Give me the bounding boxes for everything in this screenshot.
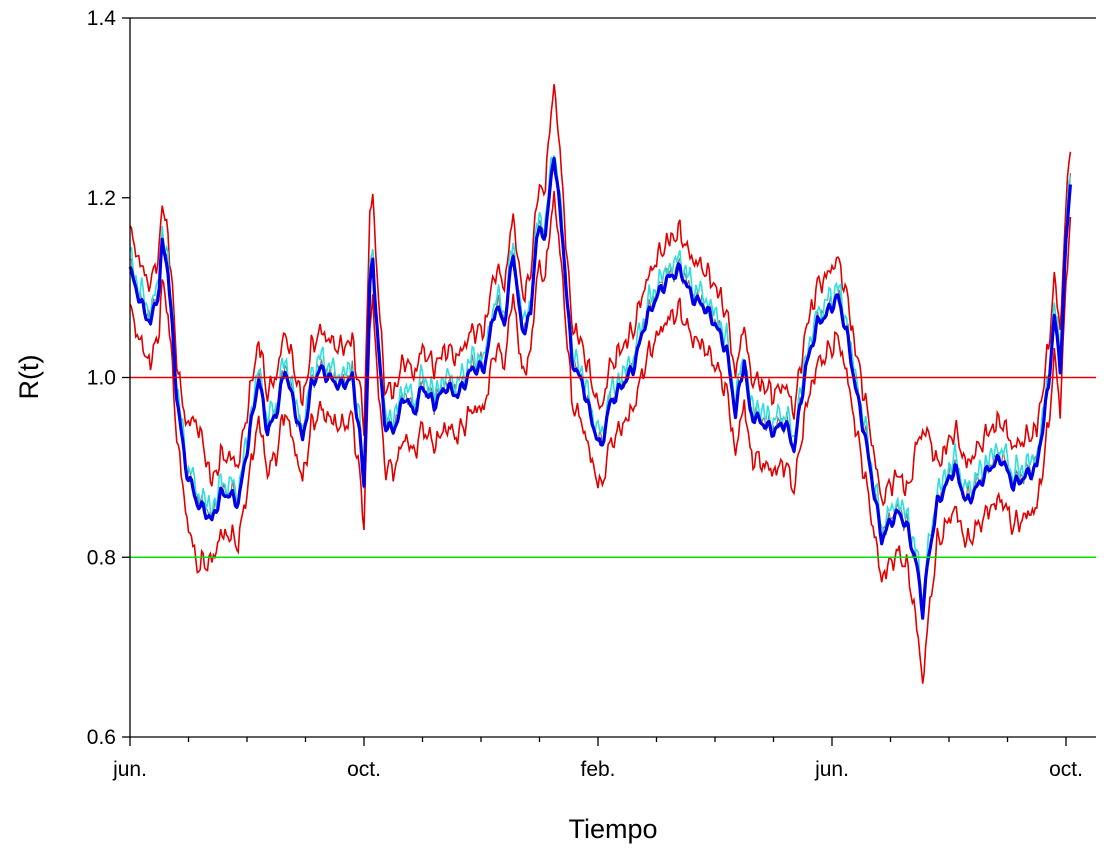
y-ticks: 0.6 0.8 1.0 1.2 1.4 <box>87 7 130 749</box>
x-ticks: jun. oct. feb. jun. oct. <box>112 737 1083 781</box>
y-tick-label: 1.2 <box>87 187 116 210</box>
x-tick-label: jun. <box>112 758 147 781</box>
y-tick-label: 1.0 <box>87 367 116 390</box>
x-tick-label: oct. <box>1049 758 1083 781</box>
plot-lines <box>128 84 1072 684</box>
series-upper-band <box>129 84 1072 507</box>
x-tick-label: oct. <box>347 758 381 781</box>
y-tick-label: 1.4 <box>87 7 117 30</box>
y-tick-label: 0.8 <box>87 546 116 569</box>
series-estimate <box>128 156 1072 620</box>
y-tick-label: 0.6 <box>87 726 116 749</box>
x-tick-label: feb. <box>580 758 615 781</box>
x-axis-title: Tiempo <box>568 814 657 844</box>
series-alt-estimate <box>129 155 1072 608</box>
reference-lines <box>130 376 1096 559</box>
x-tick-label: jun. <box>814 758 849 781</box>
series-lower-band <box>129 190 1072 684</box>
y-axis-title: R(t) <box>14 355 44 400</box>
